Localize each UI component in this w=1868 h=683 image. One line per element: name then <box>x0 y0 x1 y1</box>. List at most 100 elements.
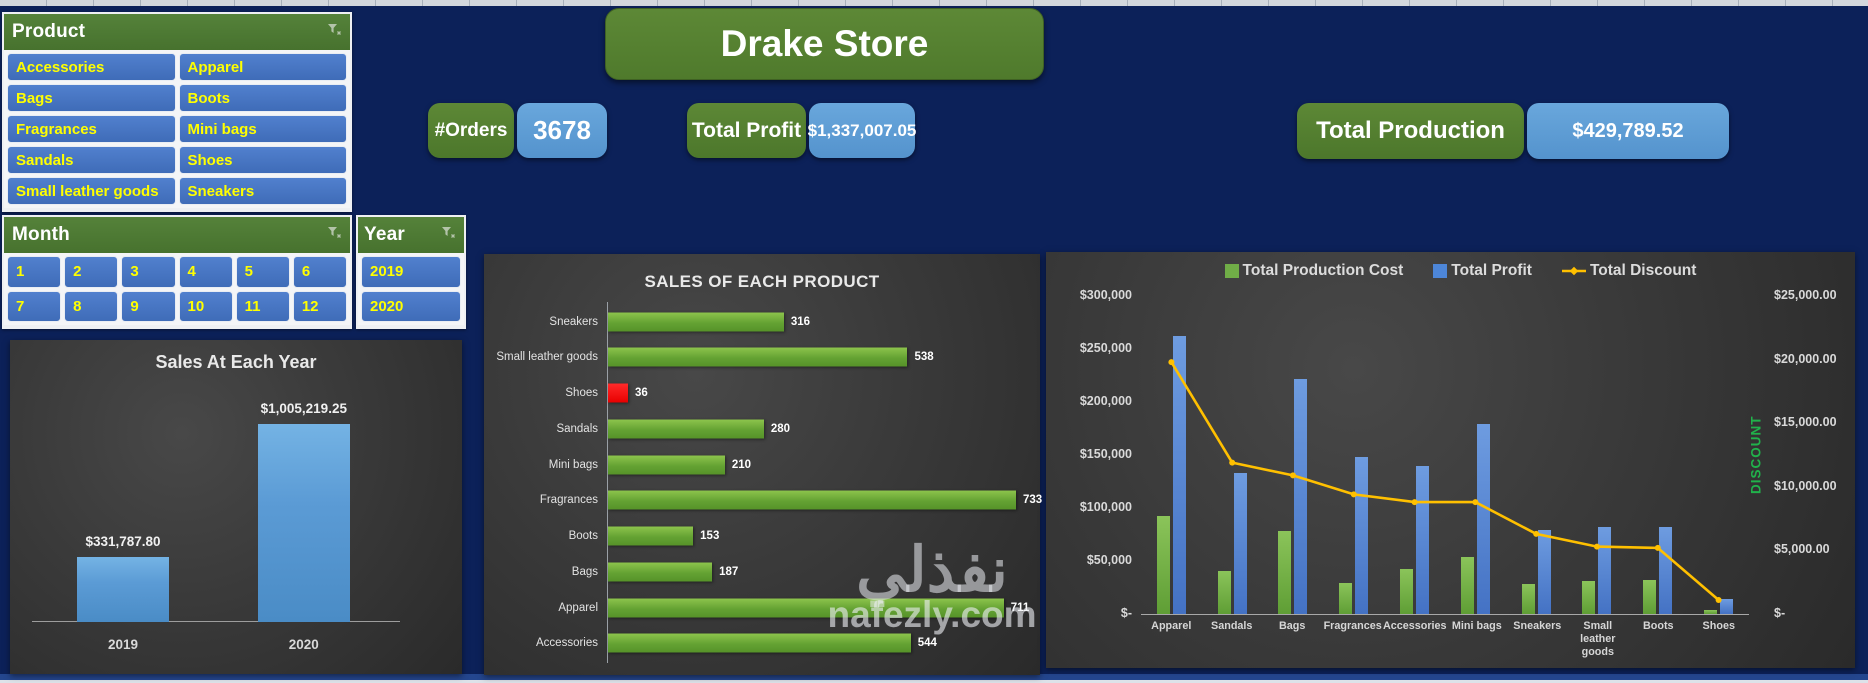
slicer-item-month-1[interactable]: 1 <box>7 256 62 288</box>
slicer-item-small-leather-goods[interactable]: Small leather goods <box>7 177 176 205</box>
slicer-item-mini-bags[interactable]: Mini bags <box>178 115 347 143</box>
category-label: Small leather goods <box>496 351 598 364</box>
store-title-banner: Drake Store <box>605 8 1044 80</box>
slicer-item-month-2[interactable]: 2 <box>64 256 119 288</box>
bar-total-production-cost <box>1582 581 1596 614</box>
bar-row: Boots 153 <box>492 521 1030 552</box>
category-label: Bags <box>571 565 598 578</box>
discount-line-series <box>1168 359 1722 603</box>
slicer-item-month-6[interactable]: 6 <box>292 256 347 288</box>
slicer-item-fragrances[interactable]: Fragrances <box>7 115 176 143</box>
total-profit-kpi-label: Total Profit <box>687 103 806 158</box>
bar-groups <box>1141 296 1749 614</box>
bar-row: Sneakers 316 <box>492 306 1030 337</box>
legend-item-total-discount: Total Discount <box>1561 262 1697 280</box>
left-axis-tick: $250,000 <box>1079 341 1132 355</box>
category-label: Boots <box>568 530 598 543</box>
left-axis-ticks: $300,000 $250,000 $200,000 $150,000 $100,000… <box>1046 288 1132 620</box>
right-axis-tick: $25,000.00 <box>1774 288 1837 302</box>
legend-label: Total Discount <box>1589 262 1697 279</box>
product-slicer: Product Accessories Apparel Bags Boots Fragr… <box>2 12 352 212</box>
left-axis-tick: $- <box>1120 606 1132 620</box>
bar-row: Mini bags 210 <box>492 449 1030 480</box>
month-slicer: Month 1 2 3 4 5 6 7 8 9 10 11 12 <box>2 215 352 329</box>
category-label: Accessories <box>536 637 598 650</box>
slicer-item-month-5[interactable]: 5 <box>235 256 290 288</box>
slicer-item-sneakers[interactable]: Sneakers <box>178 177 347 205</box>
data-label: 711 <box>1010 601 1030 614</box>
data-label: 36 <box>635 387 648 400</box>
left-axis-tick: $150,000 <box>1079 447 1132 461</box>
slicer-item-year-2019[interactable]: 2019 <box>361 256 461 288</box>
bar-accessories <box>608 633 911 653</box>
bar-zone: 36 <box>607 378 1030 409</box>
x-axis-line <box>32 621 400 622</box>
legend-swatch <box>1433 264 1448 278</box>
bar-total-production-cost <box>1460 557 1474 614</box>
slicer-item-shoes[interactable]: Shoes <box>178 146 347 174</box>
bar-total-profit <box>1294 379 1308 614</box>
bar-group-bags <box>1263 296 1324 614</box>
total-profit-kpi-value: $1,337,007.05 <box>808 103 916 158</box>
bar-group-mini-bags <box>1445 296 1506 614</box>
slicer-item-month-10[interactable]: 10 <box>178 290 233 322</box>
bar-small-leather-goods <box>608 347 908 367</box>
category-label: 2020 <box>288 637 319 652</box>
bar-row: Small leather goods 538 <box>492 342 1030 373</box>
bar-zone: 187 <box>607 556 1030 587</box>
cost-profit-discount-chart: Total Production Cost Total Profit Total D… <box>1046 252 1855 668</box>
chart-legend: Total Production Cost Total Profit Total D… <box>1106 262 1815 280</box>
data-label: 187 <box>719 565 739 578</box>
slicer-item-month-9[interactable]: 9 <box>121 290 176 322</box>
legend-label: Total Profit <box>1451 262 1532 279</box>
bar-group-sandals <box>1202 296 1263 614</box>
x-axis-label: Small leather goods <box>1580 620 1616 658</box>
slicer-item-month-8[interactable]: 8 <box>64 290 119 322</box>
bar-zone: 210 <box>607 449 1030 480</box>
x-axis-label: Bags <box>1279 620 1306 632</box>
slicer-item-apparel[interactable]: Apparel <box>178 53 347 81</box>
bar-total-production-cost <box>1521 584 1535 614</box>
x-axis-label: Sandals <box>1211 620 1253 632</box>
legend-line-swatch <box>1561 266 1586 276</box>
bar-fragrances <box>608 490 1016 510</box>
orders-kpi-value: 3678 <box>517 103 607 158</box>
slicer-item-accessories[interactable]: Accessories <box>7 53 176 81</box>
left-axis-tick: $300,000 <box>1079 288 1132 302</box>
bar-total-production-cost <box>1156 516 1170 614</box>
bar-total-production-cost <box>1704 610 1718 614</box>
total-production-kpi-value: $429,789.52 <box>1527 103 1729 159</box>
slicer-item-boots[interactable]: Boots <box>178 84 347 112</box>
category-label: Fragrances <box>539 494 598 507</box>
bar-group-shoes <box>1688 296 1749 614</box>
data-label: 316 <box>790 315 811 328</box>
clear-filter-icon[interactable] <box>327 226 342 244</box>
right-axis-tick: $10,000.00 <box>1774 478 1837 493</box>
year-bar-2020 <box>257 424 350 622</box>
bar-zone: 544 <box>607 628 1030 659</box>
slicer-item-sandals[interactable]: Sandals <box>7 146 176 174</box>
slicer-item-month-3[interactable]: 3 <box>121 256 176 288</box>
slicer-item-month-4[interactable]: 4 <box>178 256 233 288</box>
slicer-item-bags[interactable]: Bags <box>7 84 176 112</box>
slicer-item-month-11[interactable]: 11 <box>235 290 290 322</box>
right-axis-tick: $- <box>1774 606 1786 620</box>
clear-filter-icon[interactable] <box>327 23 342 41</box>
bar-total-profit <box>1720 599 1734 614</box>
bar-zone: 280 <box>607 413 1030 444</box>
bar-total-profit <box>1476 424 1490 614</box>
slicer-item-month-12[interactable]: 12 <box>292 290 347 322</box>
bar-total-production-cost <box>1400 569 1414 614</box>
bar-zone: 711 <box>607 592 1030 623</box>
discount-axis-title: DISCOUNT <box>1748 415 1764 495</box>
bar-row: Apparel 711 <box>492 592 1030 623</box>
x-axis-label: Sneakers <box>1513 620 1562 632</box>
clear-filter-icon[interactable] <box>441 226 456 244</box>
data-label: 153 <box>700 530 720 543</box>
product-slicer-header: Product <box>4 14 350 50</box>
plot-area <box>1141 296 1749 615</box>
slicer-item-year-2020[interactable]: 2020 <box>361 290 461 322</box>
slicer-item-month-7[interactable]: 7 <box>7 290 62 322</box>
legend-swatch <box>1224 264 1239 278</box>
left-axis-tick: $200,000 <box>1079 394 1132 408</box>
